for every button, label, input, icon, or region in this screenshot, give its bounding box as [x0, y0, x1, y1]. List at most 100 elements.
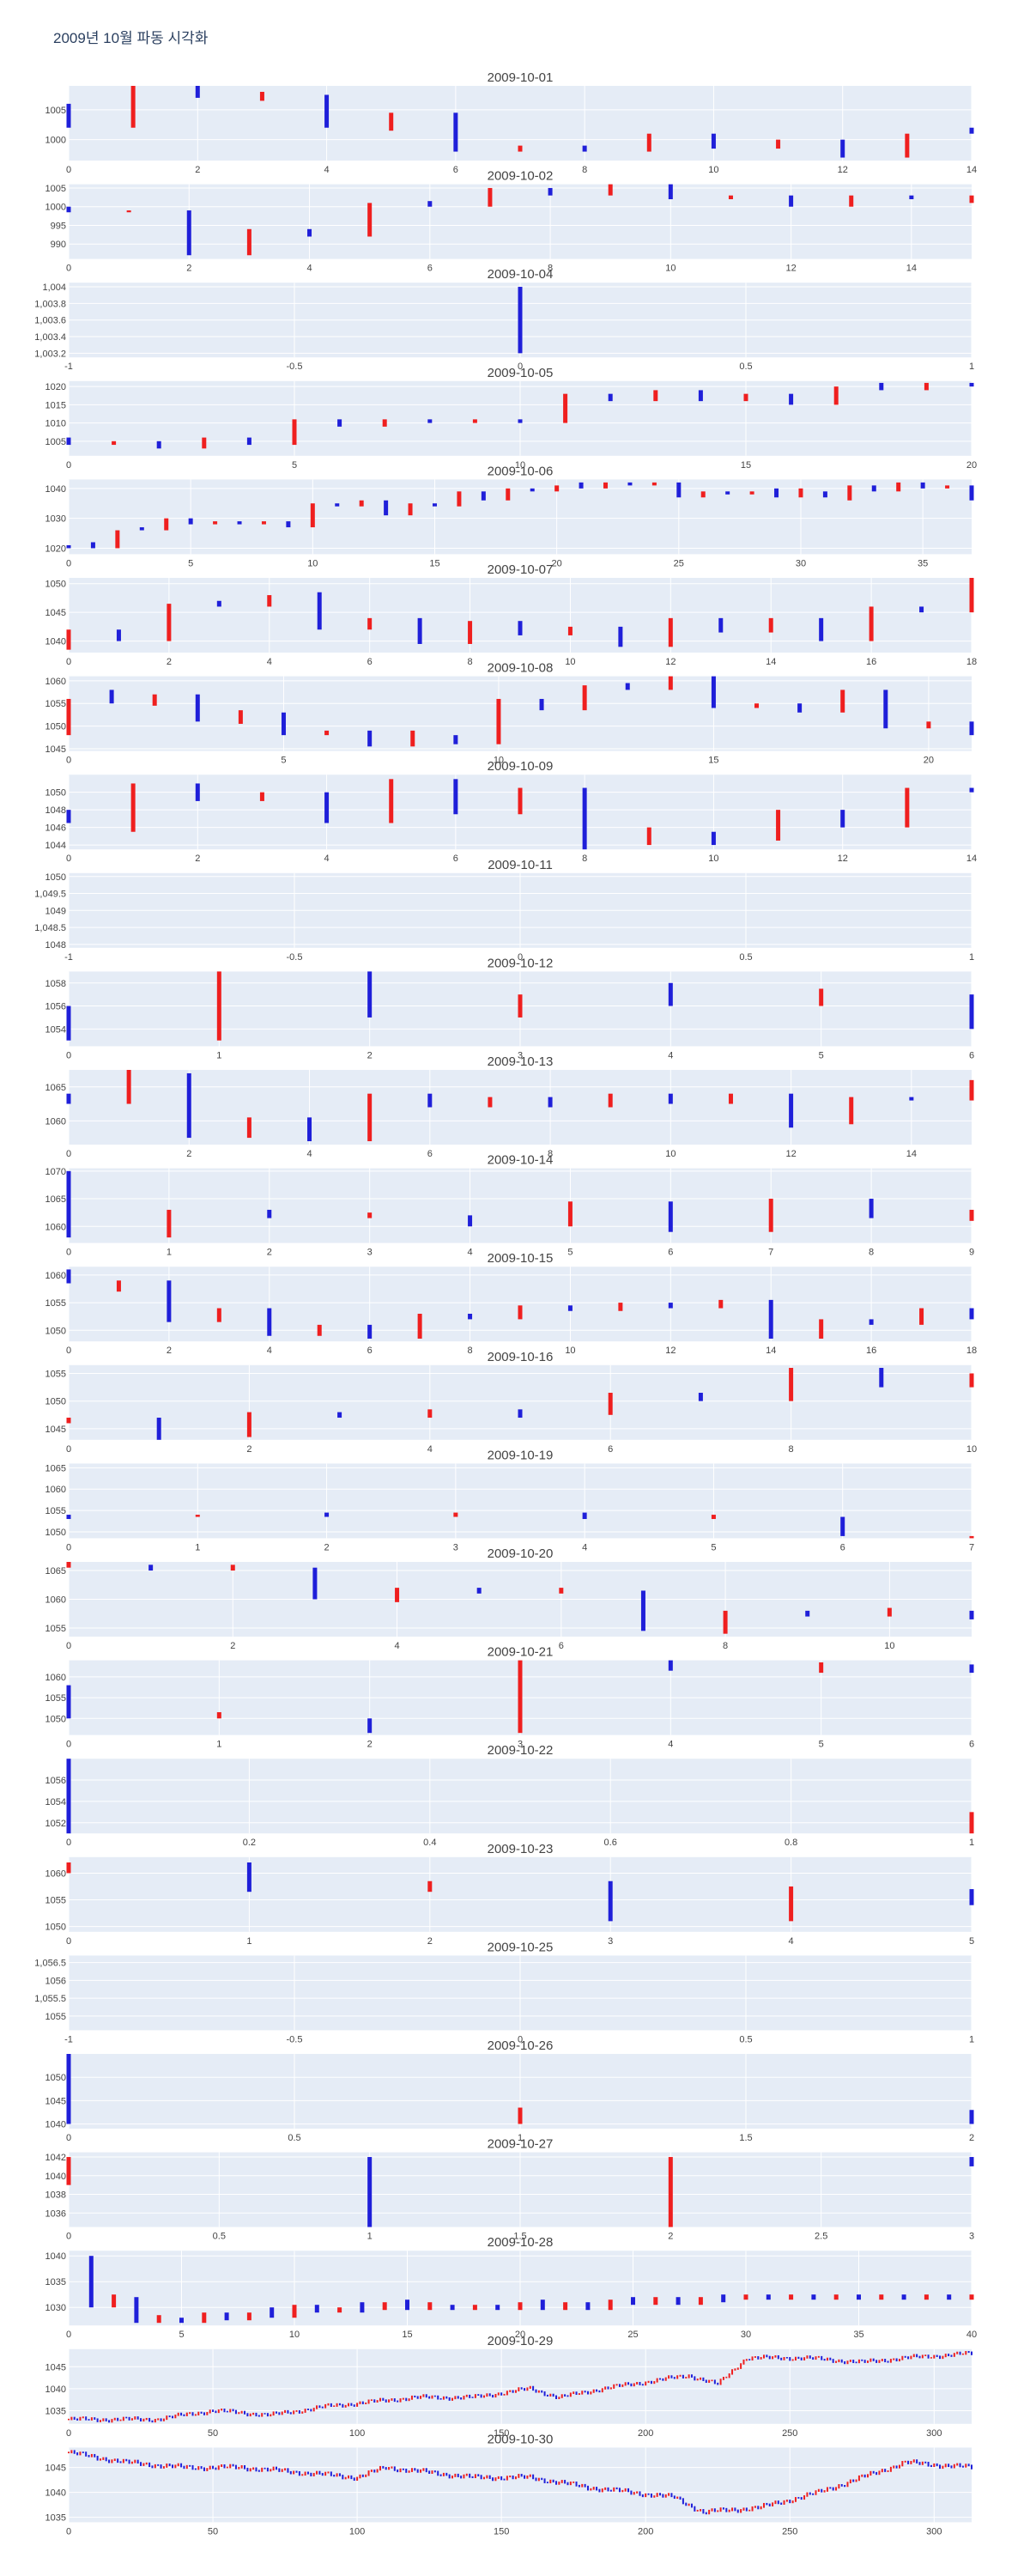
candle-bar	[713, 2508, 716, 2512]
candle-bar	[768, 1199, 773, 1232]
y-tick-label: 1,049.5	[34, 890, 66, 900]
candle-bar	[264, 2413, 266, 2415]
candle-bar	[433, 2470, 436, 2473]
candle-bar	[971, 2351, 972, 2355]
y-tick-label: 1045	[45, 2362, 66, 2372]
candle-bar	[584, 2391, 586, 2393]
x-tick-label: 4	[324, 165, 330, 175]
candle-bar	[270, 2414, 272, 2417]
y-tick-label: 1065	[45, 1194, 66, 1205]
subplot-2009-10-21: 0 1 2 3 4 5 6 1050 1055 1060 2009-10-21	[45, 1645, 975, 1750]
candle-bar	[73, 2450, 76, 2454]
candle-bar	[108, 2420, 111, 2423]
candle-bar	[613, 2487, 615, 2492]
candle-bar	[223, 2409, 226, 2413]
candle-bar	[711, 2508, 713, 2512]
candle-bar	[740, 2363, 742, 2369]
candle-bar	[927, 2462, 930, 2467]
subplot-title: 2009-10-20	[488, 1546, 554, 1561]
x-tick-label: 12	[785, 264, 796, 274]
subplot-title: 2009-10-15	[488, 1251, 554, 1266]
x-tick-label: -0.5	[287, 361, 303, 372]
candle-bar	[798, 488, 803, 498]
x-tick-label: 0	[66, 2428, 71, 2439]
candle-bar	[397, 2400, 399, 2403]
candle-bar	[76, 2452, 79, 2456]
candle-bar	[156, 2315, 161, 2324]
candle-bar	[924, 2294, 929, 2300]
candle-bar	[215, 2467, 217, 2470]
candle-bar	[861, 2474, 863, 2477]
candle-bar	[668, 2375, 670, 2379]
candle-bar	[230, 1564, 235, 1571]
candle-bar	[872, 2358, 875, 2361]
candle-bar	[500, 2476, 503, 2481]
candle-bar	[160, 2418, 162, 2421]
candle-bar	[933, 2354, 936, 2359]
candle-bar	[869, 606, 874, 641]
candle-bar	[909, 195, 914, 199]
x-tick-label: 1	[969, 361, 974, 372]
y-tick-label: 1040	[45, 2488, 66, 2499]
x-tick-label: 5	[567, 1248, 573, 1258]
candle-bar	[379, 2397, 381, 2402]
candle-bar	[272, 2411, 275, 2416]
candle-bar	[497, 2476, 500, 2479]
candle-bar	[514, 2476, 517, 2480]
candle-bar	[119, 2419, 122, 2421]
y-tick-label: 1005	[45, 106, 66, 116]
candle-bar	[789, 1886, 794, 1922]
candle-bar	[760, 2506, 762, 2510]
candle-bar	[450, 2305, 455, 2311]
x-tick-label: 0	[66, 756, 71, 766]
candle-bar	[102, 2418, 105, 2421]
candle-bar	[203, 2412, 205, 2415]
x-tick-label: 15	[741, 460, 751, 471]
candle-bar	[512, 2476, 514, 2480]
x-tick-label: 6	[367, 657, 373, 667]
candle-bar	[495, 2305, 500, 2311]
candle-bar	[566, 2482, 569, 2486]
x-tick-label: 8	[582, 165, 587, 175]
candle-bar	[554, 485, 560, 492]
subplot-title: 2009-10-12	[488, 956, 554, 970]
y-tick-label: 1050	[45, 1714, 66, 1724]
x-tick-label: 8	[869, 1248, 874, 1258]
candle-bar	[734, 2507, 736, 2512]
candle-bar	[370, 2399, 373, 2402]
x-tick-label: 2	[186, 1149, 191, 1159]
candle-bar	[630, 2490, 633, 2495]
candle-bar	[486, 2393, 488, 2397]
candle-bar	[736, 2509, 739, 2513]
candle-bar	[488, 1097, 493, 1108]
subplot-title: 2009-10-06	[488, 464, 554, 478]
x-tick-label: 2	[167, 1346, 172, 1356]
candle-bar	[581, 2391, 584, 2395]
x-tick-label: 0.6	[604, 1838, 617, 1848]
candle-bar	[768, 2503, 771, 2506]
candle-bar	[342, 2475, 344, 2480]
y-tick-label: 1040	[45, 2251, 66, 2262]
candle-bar	[431, 2395, 433, 2399]
candle-bar	[157, 2418, 160, 2421]
x-tick-label: 0	[66, 2330, 71, 2340]
candle-bar	[916, 2459, 918, 2464]
candle-bar	[713, 2379, 716, 2385]
candle-bar	[238, 2412, 240, 2415]
candle-bar	[503, 2393, 506, 2396]
candle-bar	[609, 2489, 612, 2492]
candle-bar	[650, 2380, 652, 2385]
candle-bar	[876, 2471, 878, 2476]
candle-bar	[468, 1215, 473, 1227]
x-tick-label: 0	[66, 165, 71, 175]
candle-bar	[234, 2409, 237, 2415]
candle-bar	[427, 2302, 433, 2311]
candle-bar	[448, 2474, 451, 2479]
y-tick-label: 1040	[45, 2120, 66, 2130]
candle-bar	[216, 1712, 221, 1719]
subplot-2009-10-04: -1 -0.5 0 0.5 1 1,003.2 1,003.4 1,003.6 1,003.8 1…	[34, 267, 974, 372]
candle-bar	[969, 2110, 974, 2124]
candle-bar	[833, 386, 839, 405]
x-tick-label: 0.4	[423, 1838, 436, 1848]
